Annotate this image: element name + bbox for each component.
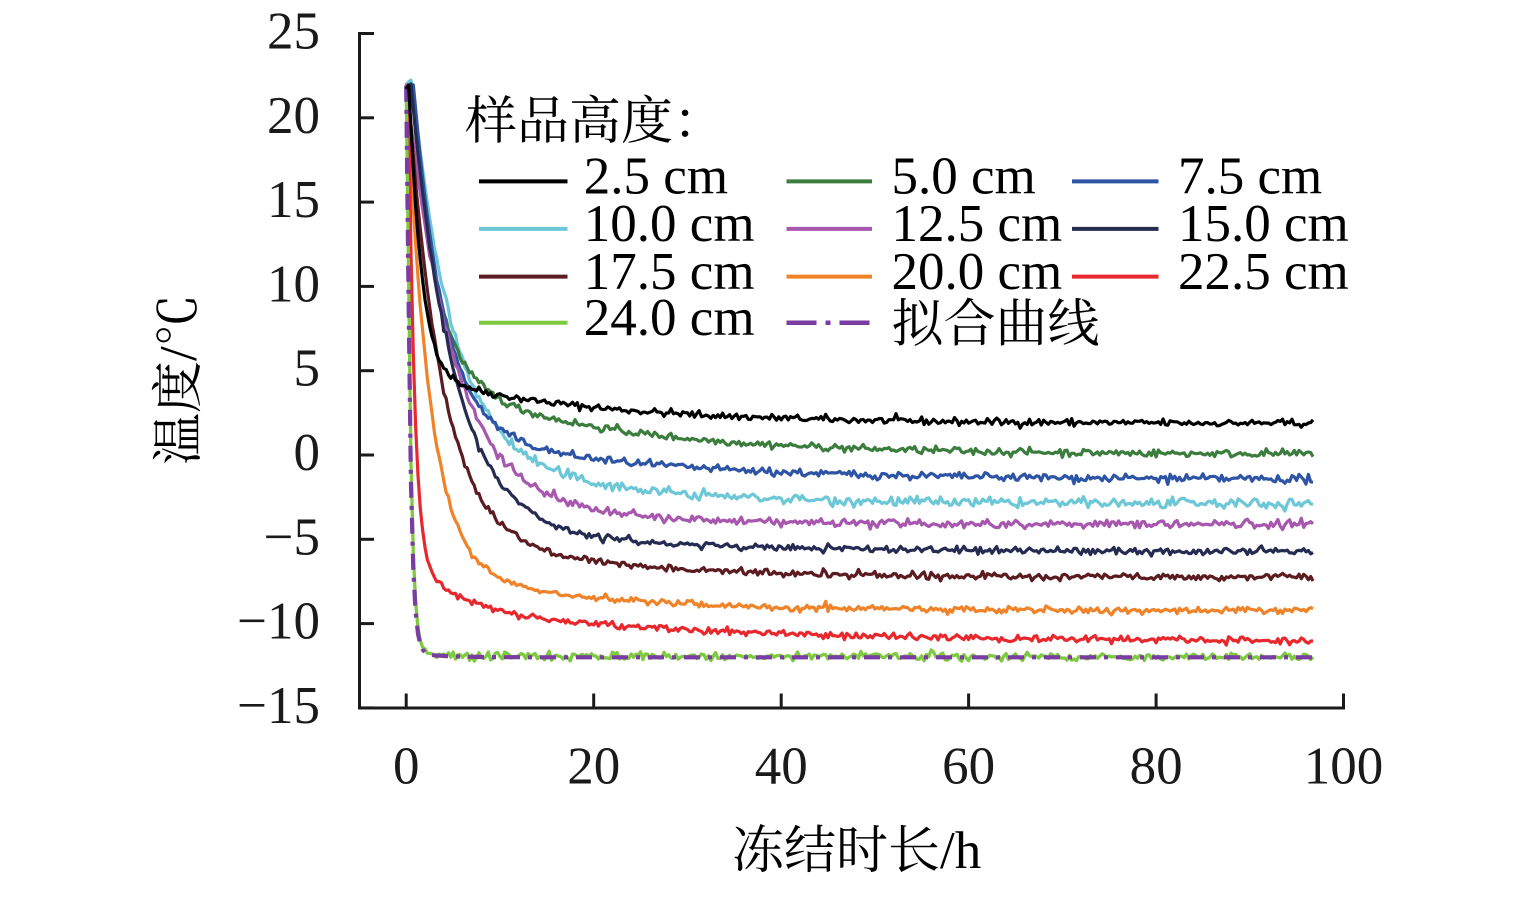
svg-text:20: 20 bbox=[267, 87, 320, 145]
svg-text:/: / bbox=[150, 346, 208, 361]
svg-text:10: 10 bbox=[267, 255, 320, 313]
svg-text:7.5 cm: 7.5 cm bbox=[1178, 148, 1322, 206]
svg-text:100: 100 bbox=[1304, 738, 1384, 796]
svg-text:0: 0 bbox=[393, 738, 420, 796]
svg-text:−15: −15 bbox=[237, 677, 320, 735]
svg-text:5: 5 bbox=[294, 340, 321, 398]
svg-text:−10: −10 bbox=[237, 593, 320, 651]
svg-text:2.5 cm: 2.5 cm bbox=[584, 148, 728, 206]
svg-text:−5: −5 bbox=[264, 508, 320, 566]
svg-text:20: 20 bbox=[567, 738, 620, 796]
svg-text:0: 0 bbox=[294, 424, 321, 482]
svg-text:15.0 cm: 15.0 cm bbox=[1178, 195, 1349, 253]
svg-text:12.5 cm: 12.5 cm bbox=[892, 195, 1063, 253]
svg-text:10.0 cm: 10.0 cm bbox=[584, 195, 755, 253]
svg-text:15: 15 bbox=[267, 171, 320, 229]
svg-text:60: 60 bbox=[942, 738, 995, 796]
svg-text:24.0 cm: 24.0 cm bbox=[584, 289, 755, 347]
svg-text:/h: /h bbox=[940, 822, 981, 880]
svg-text:22.5 cm: 22.5 cm bbox=[1178, 243, 1349, 301]
svg-text:5.0 cm: 5.0 cm bbox=[892, 148, 1036, 206]
svg-text:17.5 cm: 17.5 cm bbox=[584, 243, 755, 301]
svg-text:40: 40 bbox=[755, 738, 808, 796]
svg-text:25: 25 bbox=[267, 3, 320, 61]
svg-text:20.0 cm: 20.0 cm bbox=[892, 243, 1063, 301]
svg-text:80: 80 bbox=[1130, 738, 1183, 796]
